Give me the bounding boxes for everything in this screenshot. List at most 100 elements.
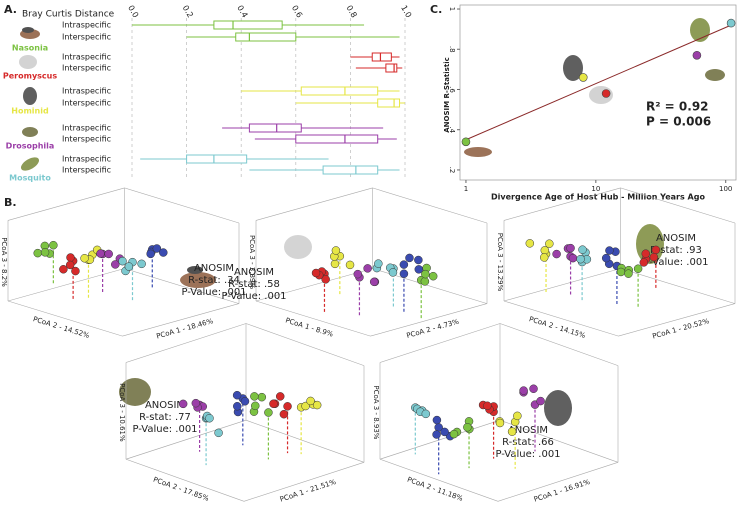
sample-dot [414, 265, 424, 274]
annotation: R² = 0.92 [646, 100, 709, 114]
anosim-text: R-stat: .66 [502, 437, 554, 448]
anosim-text: R-stat: .93 [650, 245, 702, 256]
x-tick-label: 0.6 [290, 4, 304, 20]
sample-dot [483, 401, 492, 411]
sample-dot [283, 402, 292, 411]
point [601, 89, 611, 98]
box [322, 165, 379, 175]
sample-dot [405, 253, 414, 263]
box-edge [7, 268, 125, 302]
sample-dot [331, 246, 341, 255]
box-edge [124, 268, 240, 304]
box-edge [379, 323, 501, 363]
x-tick-label: 100 [719, 185, 732, 193]
sample-dot [40, 248, 50, 257]
sample-dot [306, 396, 315, 406]
anosim-text: ANOSIM [234, 267, 274, 278]
category-label: Intraspecific [62, 53, 111, 62]
sample-dot [80, 254, 89, 263]
category-label: Interspecific [62, 99, 111, 108]
sample-dot [330, 259, 340, 269]
anosim-text: P-Value: .001 [495, 449, 560, 460]
pcoa-plot: PCoA 3 - 3.89% PCoA 1 - 8.9% PCoA 2 - 4.73… [221, 187, 488, 340]
axis-label: PCoA 1 - 8.9% [284, 316, 334, 338]
sample-dot [399, 269, 409, 279]
box-edge [125, 458, 245, 502]
axis-label: PCoA 2 - 4.73% [406, 318, 461, 340]
box-edge [245, 323, 365, 366]
sample-dot [651, 245, 661, 255]
sample-dot [639, 258, 649, 267]
category-label: Interspecific [62, 135, 111, 144]
box [385, 63, 398, 73]
x-tick-label: 0.0 [126, 4, 140, 20]
axis-label: PCoA 3 - 10.61% [118, 383, 126, 442]
panel-label: B. [4, 196, 17, 209]
pcoa-plot: PCoA 3 - 8.93% PCoA 2 - 11.18% PCoA 1 - 16… [372, 323, 619, 504]
sample-dot [641, 249, 650, 258]
box [295, 134, 379, 144]
sample-dot [65, 260, 75, 270]
pcoa-plot: PCoA 3 - 8.2% PCoA 2 - 14.52% PCoA 1 - 18.… [0, 187, 247, 341]
x-tick-label: 0.8 [345, 4, 359, 20]
sample-dot [146, 249, 155, 259]
box-edge [499, 419, 619, 463]
axis-label: PCoA 3 - 3.89% [248, 235, 256, 289]
box-edge [125, 323, 247, 363]
sample-dot [536, 396, 545, 406]
sample-dot [137, 259, 146, 269]
sample-dot [33, 248, 42, 258]
category-label: Intraspecific [62, 155, 111, 164]
sample-dot [529, 384, 538, 394]
box-edge [370, 303, 488, 337]
x-tick-label: 1 [464, 185, 468, 193]
anosim-text: ANOSIM [508, 425, 548, 436]
sample-dot [232, 390, 242, 400]
box-edge [499, 323, 619, 366]
x-tick-label: 1.0 [399, 4, 413, 20]
sample-dot [321, 275, 330, 284]
sample-dot [159, 248, 168, 257]
sample-dot [59, 265, 68, 274]
y-tick-label: .6 [448, 86, 456, 93]
sample-dot [605, 246, 614, 255]
sample-dot [633, 264, 643, 273]
anosim-text: ANOSIM [194, 263, 234, 274]
sample-dot [616, 267, 626, 277]
box-edge [124, 187, 240, 224]
category-label: Intraspecific [62, 124, 111, 133]
axis-label: PCoA 2 - 11.18% [406, 476, 464, 503]
box [371, 52, 392, 62]
box-edge [497, 462, 619, 502]
box-edge [245, 419, 365, 463]
anosim-text: R-stat: .34 [188, 275, 240, 286]
axis-label: PCoA 3 - 8.2% [0, 237, 8, 287]
axis-label: PCoA 1 - 16.91% [533, 478, 591, 504]
fit-line [465, 24, 732, 141]
sample-dot [495, 418, 505, 428]
sample-dot [275, 392, 285, 401]
category-label: Intraspecific [62, 21, 111, 30]
box-edge [7, 187, 125, 221]
category-label: Interspecific [62, 166, 111, 175]
box-edge [255, 300, 371, 337]
sample-dot [279, 409, 289, 419]
box [300, 86, 379, 96]
category-label: Interspecific [62, 64, 111, 73]
category-label: Intraspecific [62, 87, 111, 96]
sample-dot [568, 253, 578, 263]
box-edge [255, 268, 373, 302]
anosim-text: P-Value: .001 [221, 291, 286, 302]
sample-dot [566, 243, 575, 253]
x-tick-label: 10 [591, 185, 600, 193]
axis-label: Bray Curtis Distance [22, 10, 115, 20]
sample-dot [66, 253, 75, 262]
box [377, 98, 401, 108]
box-edge [125, 419, 247, 460]
sample-dot [576, 254, 585, 264]
sample-dot [369, 277, 379, 287]
y-tick-label: .8 [448, 46, 456, 53]
sample-dot [152, 244, 162, 253]
sample-dot [214, 428, 223, 438]
sample-dot [463, 422, 472, 432]
